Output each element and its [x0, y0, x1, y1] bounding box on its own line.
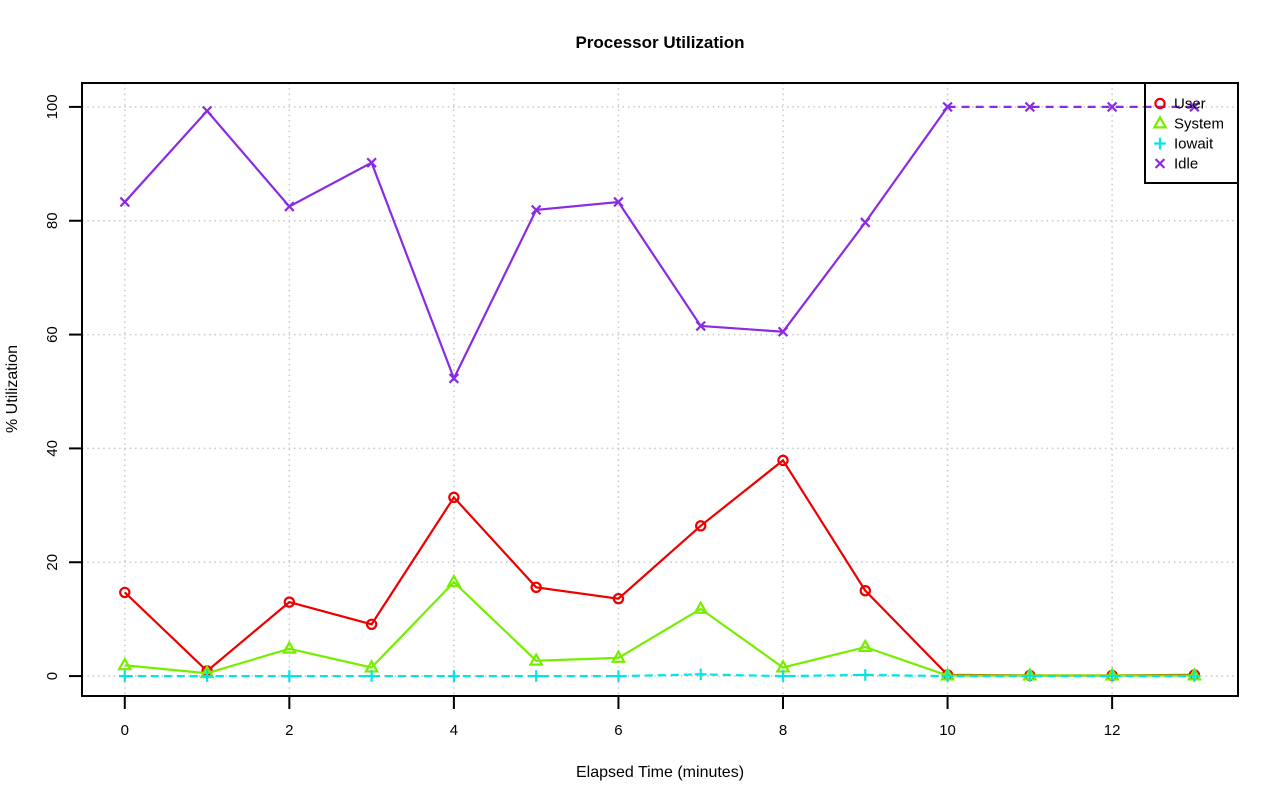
marker-idle-7 — [695, 320, 706, 332]
marker-iowait-0 — [118, 670, 131, 682]
marker-iowait-6 — [612, 670, 625, 682]
series-line-idle — [123, 106, 949, 382]
marker-system-4 — [446, 573, 462, 588]
marker-iowait-4 — [448, 670, 460, 682]
legend-label-iowait: Iowait — [1174, 136, 1214, 153]
marker-user-8 — [777, 454, 789, 467]
y-tick-label-100: 100 — [44, 94, 61, 119]
marker-iowait-1 — [201, 670, 213, 682]
y-tick-label-20: 20 — [44, 554, 61, 571]
series-line-user — [124, 458, 1195, 677]
x-tick-label-2: 2 — [285, 722, 293, 739]
legend: User System Iowait Idle — [1144, 82, 1239, 184]
x-tick-label-6: 6 — [614, 722, 622, 739]
marker-user-5 — [530, 581, 542, 593]
marker-iowait-10 — [941, 670, 954, 682]
marker-user-6 — [612, 592, 625, 605]
x-tick-label-4: 4 — [450, 722, 458, 739]
marker-idle-0 — [119, 196, 130, 208]
x-tick-label-12: 12 — [1104, 722, 1121, 739]
marker-iowait-12 — [1106, 670, 1118, 682]
series-line-iowait — [124, 673, 1195, 678]
marker-system-9 — [857, 638, 873, 653]
legend-marker-system — [1152, 115, 1168, 129]
marker-system-5 — [528, 652, 544, 666]
y-tick-label-80: 80 — [44, 212, 61, 229]
marker-user-2 — [283, 596, 296, 608]
marker-idle-8 — [777, 326, 789, 337]
marker-idle-4 — [448, 373, 460, 384]
marker-iowait-7 — [694, 668, 707, 681]
marker-user-3 — [365, 618, 378, 630]
marker-iowait-2 — [283, 670, 296, 682]
x-tick-label-10: 10 — [939, 722, 956, 739]
marker-user-0 — [119, 586, 131, 599]
legend-marker-iowait — [1154, 137, 1166, 150]
legend-label-system: System — [1174, 116, 1224, 133]
marker-idle-12 — [1106, 101, 1118, 113]
x-tick-label-0: 0 — [121, 722, 129, 739]
marker-idle-1 — [201, 105, 213, 117]
y-tick-label-60: 60 — [44, 326, 61, 343]
legend-label-idle: Idle — [1174, 156, 1198, 173]
marker-iowait-3 — [365, 670, 378, 682]
marker-idle-9 — [860, 217, 871, 228]
marker-idle-5 — [530, 204, 542, 216]
gridlines — [82, 83, 1238, 696]
marker-idle-11 — [1024, 101, 1036, 113]
y-tick-label-40: 40 — [44, 440, 61, 457]
marker-user-4 — [448, 491, 460, 504]
legend-marker-idle — [1154, 158, 1166, 169]
axes: 0 2 4 6 8 10 12 0 20 40 60 80 100 — [44, 94, 1120, 739]
data-series — [117, 101, 1202, 682]
legend-box — [1144, 82, 1239, 184]
x-axis-label: Elapsed Time (minutes) — [576, 764, 744, 781]
marker-idle-3 — [366, 157, 377, 168]
marker-idle-2 — [284, 201, 295, 212]
marker-system-0 — [117, 656, 133, 671]
marker-iowait-11 — [1024, 670, 1036, 682]
marker-system-7 — [693, 600, 709, 614]
x-tick-label-8: 8 — [779, 722, 787, 739]
marker-idle-6 — [613, 196, 624, 208]
legend-label-user: User — [1174, 96, 1206, 113]
marker-iowait-9 — [859, 669, 872, 681]
marker-system-2 — [281, 640, 297, 654]
marker-user-7 — [695, 520, 707, 532]
marker-iowait-8 — [777, 670, 789, 682]
marker-idle-13 — [1189, 101, 1200, 113]
marker-iowait-5 — [530, 670, 542, 682]
y-tick-label-0: 0 — [44, 672, 61, 680]
marker-system-6 — [610, 649, 627, 663]
marker-iowait-13 — [1188, 670, 1201, 682]
chart-title: Processor Utilization — [575, 33, 744, 52]
marker-user-9 — [859, 585, 871, 597]
series-line-system — [124, 580, 1195, 677]
marker-idle-10 — [942, 101, 953, 113]
legend-marker-user — [1154, 97, 1166, 110]
plot-border — [81, 82, 1239, 697]
y-axis-label: % Utilization — [4, 345, 21, 433]
